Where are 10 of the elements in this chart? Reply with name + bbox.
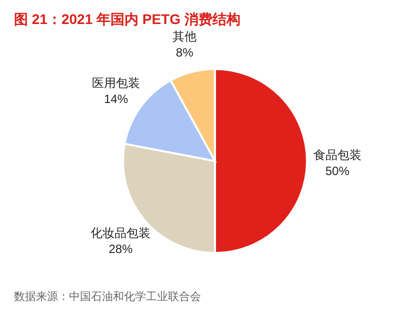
slice-label: 其他: [172, 29, 197, 44]
source-note: 数据来源：中国石油和化学工业联合会: [14, 290, 201, 303]
data-label: 14%: [104, 92, 128, 106]
data-label: 28%: [108, 242, 134, 256]
data-label: 50%: [325, 164, 350, 178]
slice-label: 医用包装: [92, 76, 140, 90]
chart-title: 图 21：2021 年国内 PETG 消费结构: [14, 11, 240, 27]
slice-label: 食品包装: [313, 148, 362, 162]
slice-label: 化妆品包装: [90, 226, 151, 240]
data-label: 8%: [176, 45, 194, 60]
